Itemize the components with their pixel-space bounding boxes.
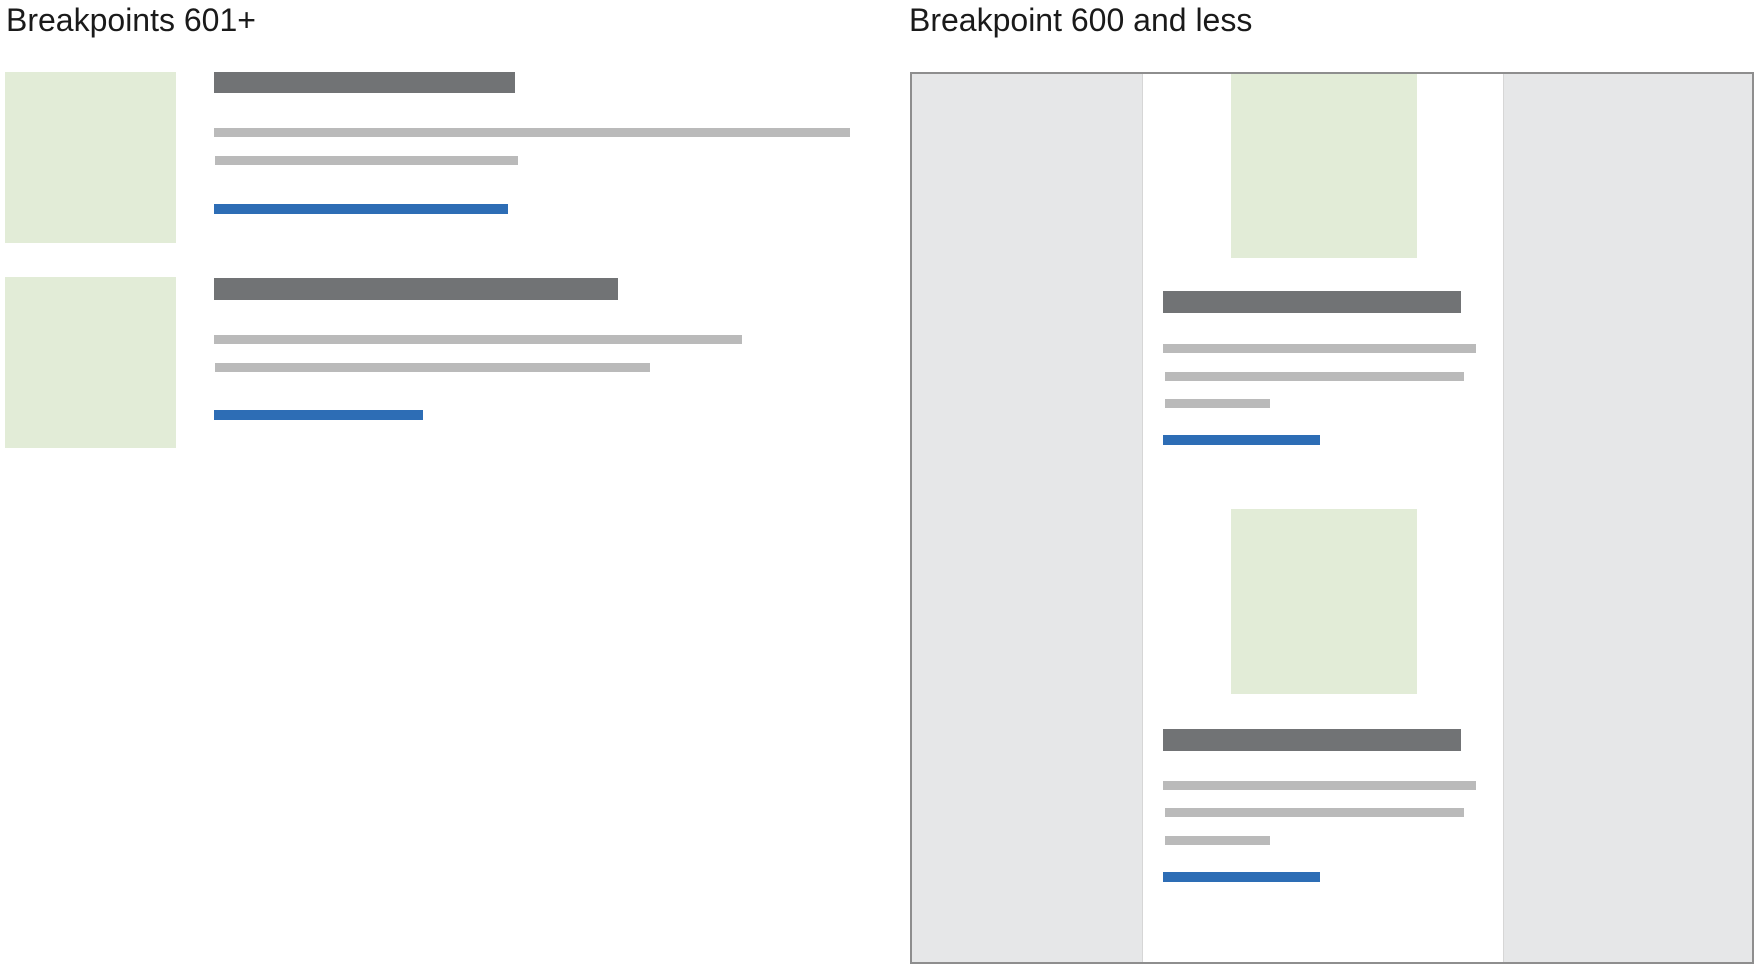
text-line-placeholder <box>215 363 650 372</box>
text-line-placeholder <box>1165 836 1270 845</box>
link-placeholder <box>1163 435 1320 445</box>
image-placeholder <box>1231 74 1417 258</box>
text-line-placeholder <box>1163 781 1476 790</box>
desktop-heading: Breakpoints 601+ <box>6 2 256 38</box>
mobile-heading: Breakpoint 600 and less <box>909 2 1253 38</box>
image-placeholder <box>1231 509 1417 694</box>
title-placeholder <box>214 72 515 93</box>
title-placeholder <box>1163 729 1461 751</box>
text-line-placeholder <box>214 128 850 137</box>
text-line-placeholder <box>1165 399 1270 408</box>
title-placeholder <box>1163 291 1461 313</box>
image-placeholder <box>5 277 176 448</box>
text-line-placeholder <box>214 335 742 344</box>
link-placeholder <box>214 204 508 214</box>
text-line-placeholder <box>1165 372 1464 381</box>
link-placeholder <box>1163 872 1320 882</box>
image-placeholder <box>5 72 176 243</box>
text-line-placeholder <box>215 156 518 165</box>
title-placeholder <box>214 278 618 300</box>
link-placeholder <box>214 410 423 420</box>
text-line-placeholder <box>1163 344 1476 353</box>
text-line-placeholder <box>1165 808 1464 817</box>
